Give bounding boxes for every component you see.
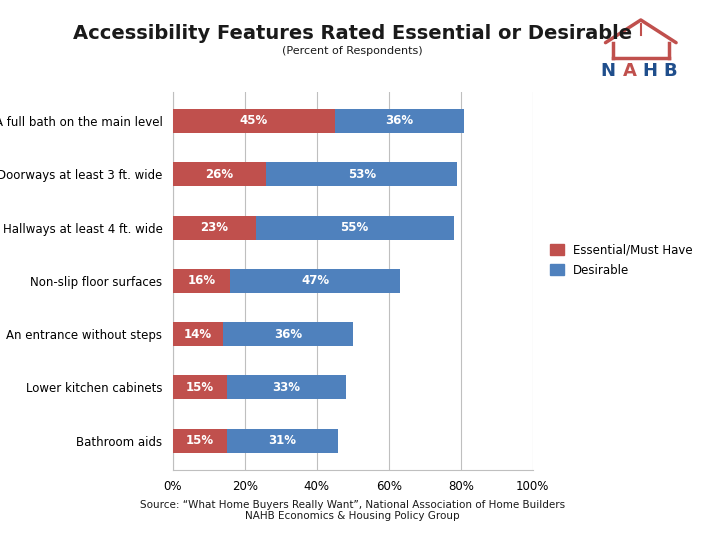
Bar <box>335 109 464 133</box>
Text: 36%: 36% <box>385 114 414 127</box>
Text: 23%: 23% <box>200 221 228 234</box>
Bar <box>173 375 227 400</box>
Bar <box>227 375 346 400</box>
Bar <box>173 322 223 346</box>
Bar <box>173 162 266 186</box>
Bar <box>173 429 227 453</box>
Text: 55%: 55% <box>341 221 369 234</box>
Text: 15%: 15% <box>186 381 214 394</box>
Bar <box>173 215 256 240</box>
Bar <box>256 215 454 240</box>
Text: 47%: 47% <box>301 274 329 287</box>
Text: 26%: 26% <box>205 168 234 181</box>
Text: 15%: 15% <box>186 434 214 447</box>
Text: 16%: 16% <box>187 274 216 287</box>
Text: 14%: 14% <box>184 328 212 341</box>
Bar <box>173 109 335 133</box>
Bar <box>173 269 230 293</box>
Bar <box>266 162 457 186</box>
Legend: Essential/Must Have, Desirable: Essential/Must Have, Desirable <box>549 244 693 276</box>
Text: H: H <box>643 63 658 80</box>
Bar <box>230 269 400 293</box>
Text: 45%: 45% <box>240 114 268 127</box>
Text: 33%: 33% <box>272 381 300 394</box>
Text: 36%: 36% <box>274 328 302 341</box>
Text: Accessibility Features Rated Essential or Desirable: Accessibility Features Rated Essential o… <box>73 24 632 43</box>
Text: (Percent of Respondents): (Percent of Respondents) <box>282 46 423 56</box>
Text: B: B <box>663 63 677 80</box>
Bar <box>227 429 338 453</box>
Text: A: A <box>623 63 636 80</box>
Bar <box>223 322 353 346</box>
Text: 53%: 53% <box>348 168 376 181</box>
Text: N: N <box>600 63 616 80</box>
Text: Source: “What Home Buyers Really Want”, National Association of Home Builders
NA: Source: “What Home Buyers Really Want”, … <box>140 500 565 521</box>
Text: 31%: 31% <box>269 434 297 447</box>
